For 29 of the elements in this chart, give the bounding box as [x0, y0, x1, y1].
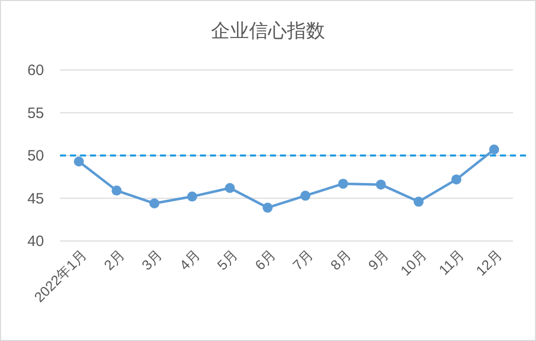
x-tick-label: 8月 — [327, 246, 354, 274]
x-tick-label: 2月 — [100, 246, 128, 274]
x-tick-label: 11月 — [436, 246, 468, 278]
point — [149, 198, 160, 208]
point — [376, 180, 386, 190]
point — [338, 178, 348, 189]
x-tick-label: 5月 — [214, 246, 241, 274]
x-tick-label: 4月 — [176, 246, 203, 274]
point — [451, 174, 462, 184]
x-tick-label: 3月 — [138, 246, 166, 274]
y-tick-label: 60 — [27, 62, 44, 79]
point — [112, 186, 122, 196]
y-tick-label: 50 — [27, 148, 44, 164]
y-tick-label: 45 — [27, 190, 44, 208]
chart-title: 企业信心指数 — [211, 20, 325, 42]
y-tick-label: 55 — [27, 104, 44, 122]
x-tick-label: 12月 — [472, 246, 505, 279]
point — [187, 192, 198, 202]
point — [489, 144, 500, 155]
point — [224, 182, 235, 193]
x-tick-label: 10月 — [397, 246, 430, 279]
point — [74, 156, 84, 166]
point — [414, 196, 424, 207]
x-tick-label: 7月 — [289, 246, 316, 274]
x-tick-label: 9月 — [364, 246, 392, 274]
point — [300, 190, 310, 201]
y-tick-label: 40 — [27, 233, 44, 250]
x-tick-label: 6月 — [252, 246, 278, 274]
point — [262, 202, 273, 213]
